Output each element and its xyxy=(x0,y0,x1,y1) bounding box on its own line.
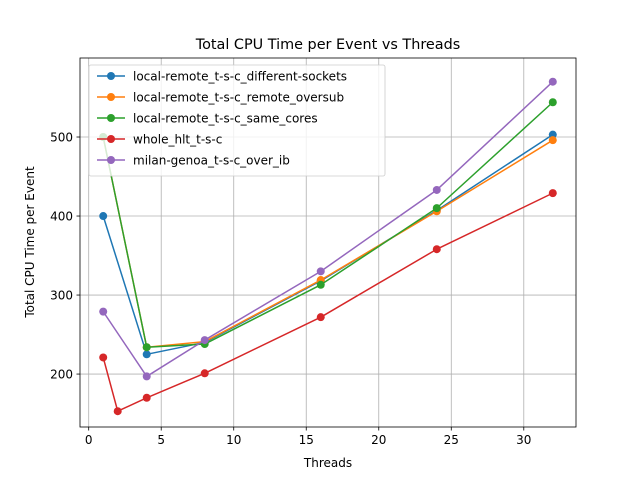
y-tick-label: 200 xyxy=(50,367,73,381)
axis-ticks: 0 5 10 15 20 25 30 200 300 400 500 xyxy=(50,130,531,447)
y-tick-label: 300 xyxy=(50,288,73,302)
data-point xyxy=(142,393,151,402)
data-point xyxy=(316,280,325,289)
x-axis-label: Threads xyxy=(303,456,352,470)
series-line xyxy=(102,101,554,348)
chart-title: Total CPU Time per Event vs Threads xyxy=(195,37,461,53)
data-point xyxy=(99,353,108,362)
x-tick-label: 15 xyxy=(299,433,314,447)
plot-frame xyxy=(79,57,577,428)
x-tick-label: 0 xyxy=(85,433,93,447)
data-point xyxy=(142,343,151,352)
data-point xyxy=(142,372,151,381)
data-point xyxy=(432,185,441,194)
legend-label: local-remote_t-s-c_remote_oversub xyxy=(133,90,344,104)
data-point xyxy=(99,307,108,316)
x-tick-label: 5 xyxy=(157,433,165,447)
legend-label: local-remote_t-s-c_same_cores xyxy=(133,111,318,125)
series-line xyxy=(102,81,554,378)
data-point xyxy=(316,313,325,322)
data-point xyxy=(548,136,557,145)
y-axis-label: Total CPU Time per Event xyxy=(23,166,37,319)
data-point xyxy=(113,407,122,416)
y-tick-label: 500 xyxy=(50,130,73,144)
legend-label: local-remote_t-s-c_different-sockets xyxy=(133,69,347,83)
data-point xyxy=(200,369,209,378)
series-group xyxy=(99,77,557,416)
data-point xyxy=(548,77,557,86)
legend-box xyxy=(88,64,386,177)
legend-item: milan-genoa_t-s-c_over_ib xyxy=(97,153,290,167)
data-point xyxy=(432,245,441,254)
legend-item: whole_hlt_t-s-c xyxy=(97,132,222,146)
data-point xyxy=(548,98,557,107)
legend-marker xyxy=(107,93,115,101)
data-point xyxy=(142,350,151,359)
data-point xyxy=(548,189,557,198)
legend: local-remote_t-s-c_different-socketsloca… xyxy=(88,64,386,177)
legend-marker xyxy=(107,135,115,143)
x-tick-label: 10 xyxy=(226,433,241,447)
legend-marker xyxy=(107,72,115,80)
data-point xyxy=(316,267,325,276)
legend-item: local-remote_t-s-c_remote_oversub xyxy=(97,90,344,104)
data-point xyxy=(200,336,209,345)
legend-label: milan-genoa_t-s-c_over_ib xyxy=(133,153,290,167)
legend-marker xyxy=(107,114,115,122)
legend-item: local-remote_t-s-c_same_cores xyxy=(97,111,318,125)
legend-item: local-remote_t-s-c_different-sockets xyxy=(97,69,347,83)
series-whole_hlt_t-s-c xyxy=(99,189,557,416)
data-point xyxy=(99,212,108,221)
data-point xyxy=(432,204,441,213)
x-tick-label: 20 xyxy=(371,433,386,447)
series-milan-genoa_t-s-c_over_ib xyxy=(99,77,557,381)
x-tick-label: 25 xyxy=(444,433,459,447)
y-tick-label: 400 xyxy=(50,209,73,223)
x-tick-label: 30 xyxy=(516,433,531,447)
legend-label: whole_hlt_t-s-c xyxy=(133,132,222,146)
legend-marker xyxy=(107,156,115,164)
data-point xyxy=(548,130,557,139)
